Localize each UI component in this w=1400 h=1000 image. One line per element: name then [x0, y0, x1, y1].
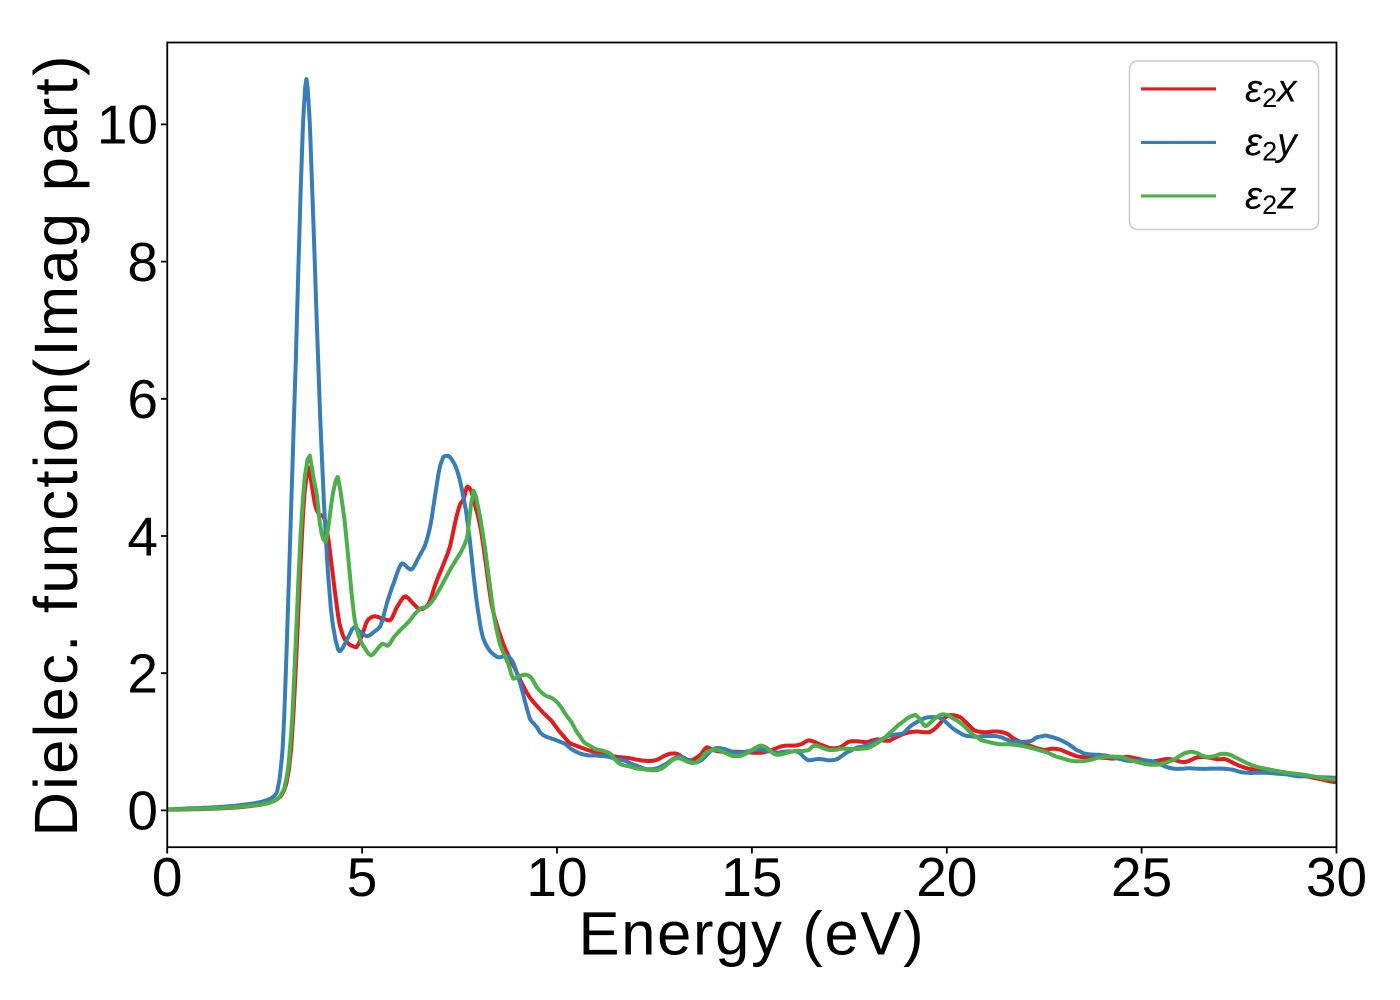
svg-text:Energy (eV): Energy (eV) [578, 900, 925, 969]
svg-text:0: 0 [152, 846, 183, 908]
svg-text:30: 30 [1306, 846, 1367, 908]
svg-text:Dielec. function(Imag part): Dielec. function(Imag part) [22, 53, 91, 836]
svg-text:10: 10 [526, 846, 587, 908]
svg-text:5: 5 [347, 846, 378, 908]
svg-text:ε2z: ε2z [1245, 175, 1297, 221]
svg-text:ε2y: ε2y [1245, 121, 1299, 167]
svg-text:6: 6 [127, 368, 158, 430]
svg-text:10: 10 [97, 94, 158, 156]
svg-text:20: 20 [916, 846, 977, 908]
svg-text:25: 25 [1111, 846, 1172, 908]
svg-text:ε2x: ε2x [1245, 68, 1298, 114]
svg-text:4: 4 [127, 505, 158, 567]
svg-text:8: 8 [127, 231, 158, 293]
svg-text:15: 15 [721, 846, 782, 908]
svg-text:2: 2 [127, 643, 158, 705]
svg-text:0: 0 [127, 780, 158, 842]
